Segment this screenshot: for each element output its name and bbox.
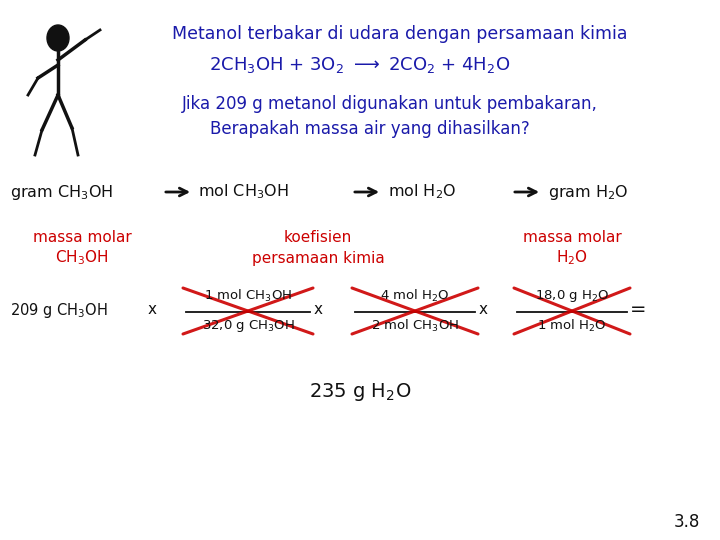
Text: x: x bbox=[479, 302, 487, 318]
Text: 235 g H$_2$O: 235 g H$_2$O bbox=[309, 381, 411, 403]
Text: persamaan kimia: persamaan kimia bbox=[251, 251, 384, 266]
Text: x: x bbox=[148, 302, 157, 318]
Text: Berapakah massa air yang dihasilkan?: Berapakah massa air yang dihasilkan? bbox=[210, 120, 530, 138]
Text: H$_2$O: H$_2$O bbox=[556, 248, 588, 267]
Text: 2 mol CH$_3$OH: 2 mol CH$_3$OH bbox=[371, 318, 459, 334]
Text: 3.8: 3.8 bbox=[674, 513, 700, 531]
Text: 1 mol CH$_3$OH: 1 mol CH$_3$OH bbox=[204, 288, 292, 304]
Text: massa molar: massa molar bbox=[523, 231, 621, 246]
Text: massa molar: massa molar bbox=[32, 231, 131, 246]
Text: mol CH$_3$OH: mol CH$_3$OH bbox=[198, 183, 289, 201]
Text: mol H$_2$O: mol H$_2$O bbox=[388, 183, 456, 201]
Text: 32,0 g CH$_3$OH: 32,0 g CH$_3$OH bbox=[202, 318, 294, 334]
Text: Jika 209 g metanol digunakan untuk pembakaran,: Jika 209 g metanol digunakan untuk pemba… bbox=[182, 95, 598, 113]
Text: CH$_3$OH: CH$_3$OH bbox=[55, 248, 109, 267]
Text: gram H$_2$O: gram H$_2$O bbox=[548, 183, 629, 201]
Text: x: x bbox=[313, 302, 323, 318]
Text: Metanol terbakar di udara dengan persamaan kimia: Metanol terbakar di udara dengan persama… bbox=[172, 25, 628, 43]
Text: gram CH$_3$OH: gram CH$_3$OH bbox=[10, 183, 113, 201]
Text: 2CH$_3$OH + 3O$_2$ $\longrightarrow$ 2CO$_2$ + 4H$_2$O: 2CH$_3$OH + 3O$_2$ $\longrightarrow$ 2CO… bbox=[210, 55, 510, 75]
Text: 18,0 g H$_2$O: 18,0 g H$_2$O bbox=[535, 288, 609, 304]
Text: =: = bbox=[630, 300, 647, 320]
Text: 4 mol H$_2$O: 4 mol H$_2$O bbox=[380, 288, 450, 304]
Text: koefisien: koefisien bbox=[284, 231, 352, 246]
Ellipse shape bbox=[47, 25, 69, 51]
Text: 209 g CH$_3$OH: 209 g CH$_3$OH bbox=[10, 300, 108, 320]
Text: 1 mol H$_2$O: 1 mol H$_2$O bbox=[537, 318, 607, 334]
